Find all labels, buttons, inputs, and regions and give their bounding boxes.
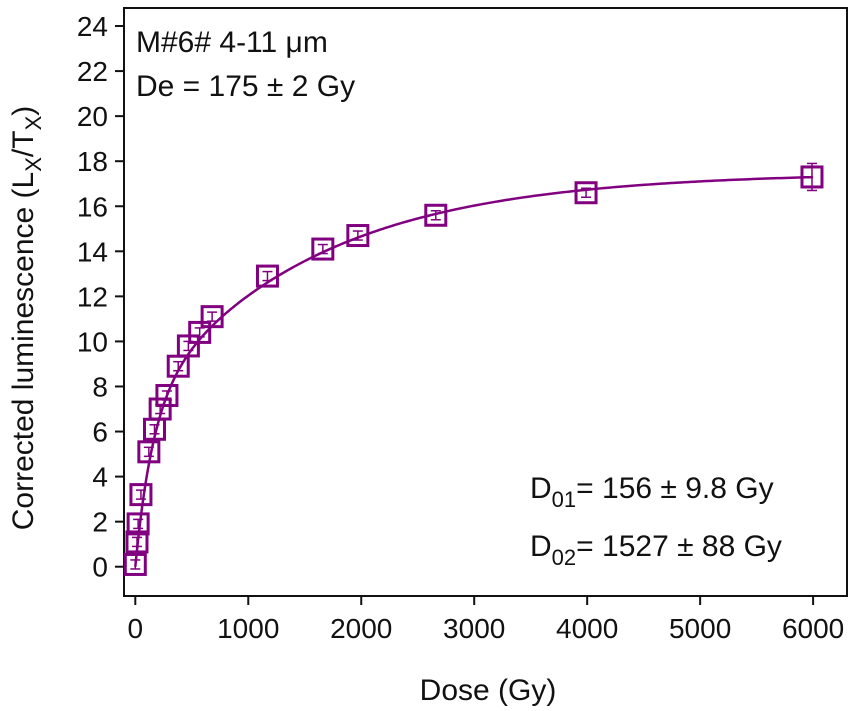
d01-value: = 156 ± 9.8 Gy (576, 472, 773, 505)
x-tick-label: 3000 (443, 613, 505, 644)
data-point (137, 440, 161, 464)
x-tick-label: 2000 (330, 613, 392, 644)
d01-sub: 01 (552, 487, 576, 512)
x-tick-label: 4000 (556, 613, 618, 644)
y-tick-label: 14 (77, 236, 108, 267)
data-point (200, 305, 224, 329)
data-point (155, 383, 179, 407)
x-tick-label: 6000 (782, 613, 844, 644)
fit-curve-layer (134, 175, 814, 567)
x-tick-label: 0 (128, 613, 144, 644)
y-tick-label: 0 (92, 552, 108, 583)
y-axis-title: Corrected luminescence (LX/TX) (7, 106, 46, 531)
y-tick-label: 18 (77, 146, 108, 177)
data-points-layer (123, 162, 824, 576)
data-point (255, 264, 279, 288)
y-tick-label: 4 (92, 462, 108, 493)
sample-label: M#6# 4-11 μm (136, 26, 328, 59)
y-tick-label: 6 (92, 417, 108, 448)
x-tick-label: 5000 (669, 613, 731, 644)
d02-sub: 02 (552, 545, 576, 570)
y-tick-label: 12 (77, 281, 108, 312)
y-tick-label: 20 (77, 101, 108, 132)
y-tick-label: 2 (92, 507, 108, 538)
data-point (129, 483, 153, 507)
d02-value: = 1527 ± 88 Gy (576, 530, 782, 563)
y-tick-label: 10 (77, 326, 108, 357)
data-point (346, 224, 370, 248)
data-point (188, 320, 212, 344)
data-point (424, 203, 448, 227)
plot-frame (123, 7, 848, 597)
ticks-layer: 0 1000 2000 3000 4000 5000 6000024681012141618… (77, 11, 844, 644)
y-axis-title-end: ) (7, 106, 40, 116)
y-axis-title-mid: /T (7, 130, 40, 157)
y-tick-label: 16 (77, 191, 108, 222)
x-axis-title: Dose (Gy) (420, 674, 557, 707)
data-point (800, 165, 824, 189)
d02-label: D02= 1527 ± 88 Gy (530, 530, 782, 570)
y-axis-title-sub1: X (21, 157, 46, 172)
data-point (125, 530, 149, 554)
data-point (148, 397, 172, 421)
y-axis-title-main: Corrected luminescence (L (7, 172, 40, 531)
y-tick-label: 24 (77, 11, 108, 42)
d01-label: D01= 156 ± 9.8 Gy (530, 472, 774, 512)
data-point (574, 181, 598, 205)
data-point (123, 552, 147, 576)
data-point (126, 512, 150, 536)
de-label: De = 175 ± 2 Gy (136, 70, 355, 103)
fit-curve-line (134, 175, 814, 567)
d01-prefix: D (530, 472, 552, 505)
data-point (311, 237, 335, 261)
y-tick-label: 8 (92, 371, 108, 402)
x-tick-label: 1000 (217, 613, 279, 644)
d02-prefix: D (530, 530, 552, 563)
y-axis-title-sub2: X (21, 115, 46, 130)
plot-frame-layer (123, 7, 848, 597)
y-tick-label: 22 (77, 56, 108, 87)
